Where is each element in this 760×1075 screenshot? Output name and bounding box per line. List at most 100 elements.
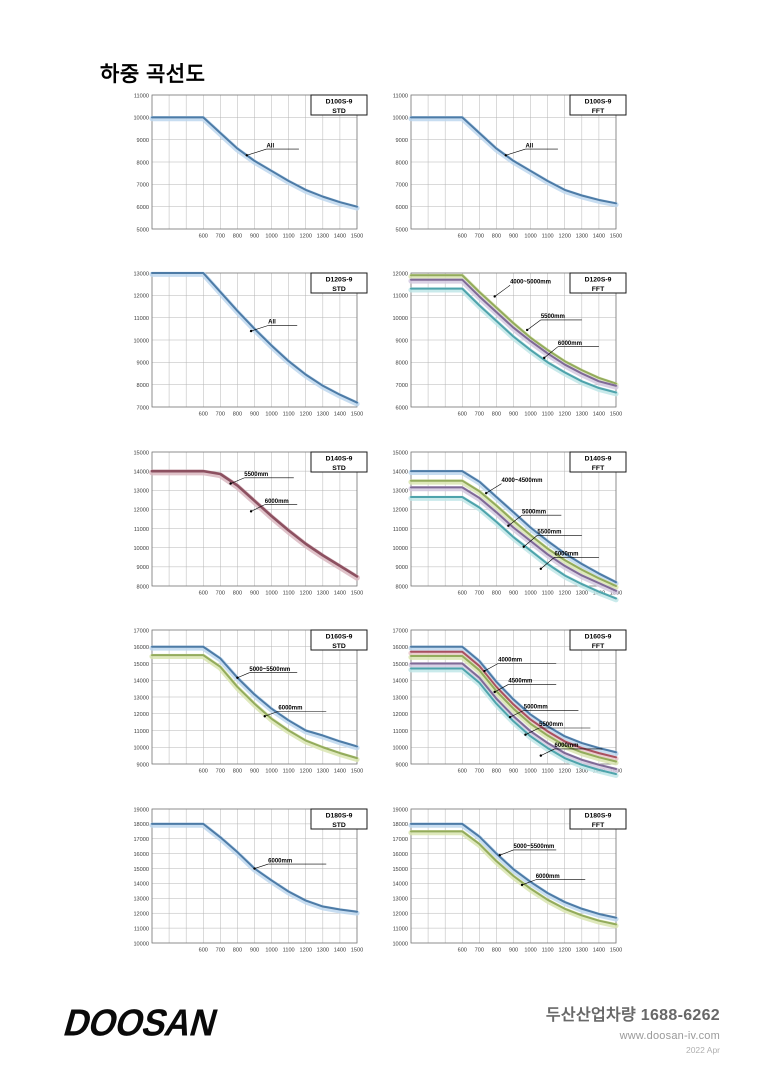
svg-text:16000: 16000 <box>392 852 408 858</box>
svg-text:8000: 8000 <box>137 160 149 166</box>
svg-text:1200: 1200 <box>300 769 312 775</box>
svg-text:1200: 1200 <box>300 234 312 240</box>
svg-text:11000: 11000 <box>393 729 408 735</box>
svg-text:1400: 1400 <box>593 412 605 418</box>
svg-text:900: 900 <box>509 948 518 954</box>
svg-text:8000: 8000 <box>396 361 408 367</box>
svg-text:9000: 9000 <box>137 361 149 367</box>
svg-text:6000mm: 6000mm <box>268 858 292 864</box>
svg-text:9000: 9000 <box>137 762 149 768</box>
svg-text:8000: 8000 <box>137 383 149 389</box>
svg-text:1000: 1000 <box>265 769 277 775</box>
svg-text:7000: 7000 <box>396 183 408 189</box>
svg-text:12000: 12000 <box>392 912 408 918</box>
svg-text:16000: 16000 <box>392 645 408 651</box>
svg-text:8000: 8000 <box>137 584 149 590</box>
svg-text:800: 800 <box>492 234 501 240</box>
svg-text:1100: 1100 <box>542 769 554 775</box>
svg-text:1300: 1300 <box>317 591 329 597</box>
svg-text:10000: 10000 <box>133 546 149 552</box>
svg-text:800: 800 <box>233 769 242 775</box>
svg-text:12000: 12000 <box>392 508 408 514</box>
svg-text:1200: 1200 <box>300 412 312 418</box>
svg-text:9000: 9000 <box>396 762 408 768</box>
svg-text:1000: 1000 <box>265 948 277 954</box>
svg-text:7000: 7000 <box>396 383 408 389</box>
svg-text:900: 900 <box>250 412 259 418</box>
svg-text:1300: 1300 <box>576 234 588 240</box>
svg-text:12000: 12000 <box>133 508 149 514</box>
svg-text:9000: 9000 <box>137 565 149 571</box>
svg-text:8000: 8000 <box>396 584 408 590</box>
svg-text:1000: 1000 <box>524 769 536 775</box>
svg-text:13000: 13000 <box>392 695 408 701</box>
svg-text:1500: 1500 <box>351 769 363 775</box>
svg-text:1000: 1000 <box>265 412 277 418</box>
svg-text:5500mm: 5500mm <box>537 529 561 535</box>
svg-text:11000: 11000 <box>134 93 149 99</box>
svg-text:1000: 1000 <box>524 948 536 954</box>
svg-text:13000: 13000 <box>133 695 149 701</box>
svg-text:700: 700 <box>216 591 225 597</box>
svg-text:14000: 14000 <box>133 679 149 685</box>
svg-text:18000: 18000 <box>392 822 408 828</box>
svg-text:5500mm: 5500mm <box>541 314 565 320</box>
svg-text:13000: 13000 <box>133 489 149 495</box>
svg-text:1100: 1100 <box>283 769 295 775</box>
svg-text:14000: 14000 <box>392 882 408 888</box>
svg-text:All: All <box>266 143 274 149</box>
svg-text:1400: 1400 <box>334 591 346 597</box>
svg-text:6000mm: 6000mm <box>555 551 579 557</box>
svg-text:FFT: FFT <box>592 643 605 650</box>
svg-text:D100S-9: D100S-9 <box>326 99 353 106</box>
svg-text:1500: 1500 <box>351 412 363 418</box>
svg-text:1000: 1000 <box>524 591 536 597</box>
svg-text:800: 800 <box>233 412 242 418</box>
svg-text:11000: 11000 <box>134 926 149 932</box>
svg-text:FFT: FFT <box>592 108 605 115</box>
svg-text:5500mm: 5500mm <box>244 472 268 478</box>
svg-text:800: 800 <box>492 769 501 775</box>
svg-text:10000: 10000 <box>392 746 408 752</box>
svg-text:14000: 14000 <box>392 469 408 475</box>
svg-text:1200: 1200 <box>559 234 571 240</box>
svg-text:11000: 11000 <box>393 93 408 99</box>
svg-text:800: 800 <box>233 234 242 240</box>
svg-text:14000: 14000 <box>133 882 149 888</box>
svg-text:700: 700 <box>475 412 484 418</box>
svg-text:1300: 1300 <box>576 591 588 597</box>
svg-text:1400: 1400 <box>593 948 605 954</box>
svg-text:7000: 7000 <box>137 183 149 189</box>
svg-text:1300: 1300 <box>576 412 588 418</box>
svg-text:14000: 14000 <box>392 679 408 685</box>
svg-text:1500: 1500 <box>610 948 622 954</box>
svg-text:5000: 5000 <box>137 227 149 233</box>
svg-text:600: 600 <box>199 412 208 418</box>
svg-text:10000: 10000 <box>392 546 408 552</box>
svg-text:900: 900 <box>509 234 518 240</box>
svg-text:STD: STD <box>332 286 346 293</box>
svg-text:600: 600 <box>458 412 467 418</box>
svg-text:15000: 15000 <box>133 662 149 668</box>
svg-text:13000: 13000 <box>392 897 408 903</box>
svg-text:6000: 6000 <box>137 205 149 211</box>
svg-text:6000mm: 6000mm <box>536 874 560 880</box>
svg-text:13000: 13000 <box>392 489 408 495</box>
svg-text:5500mm: 5500mm <box>539 722 563 728</box>
svg-text:600: 600 <box>199 948 208 954</box>
svg-text:900: 900 <box>250 769 259 775</box>
svg-text:10000: 10000 <box>133 746 149 752</box>
svg-text:FFT: FFT <box>592 286 605 293</box>
svg-text:1200: 1200 <box>559 412 571 418</box>
svg-text:1300: 1300 <box>576 948 588 954</box>
svg-text:D140S-9: D140S-9 <box>585 456 612 463</box>
svg-text:1500: 1500 <box>351 234 363 240</box>
svg-text:10000: 10000 <box>392 316 408 322</box>
svg-text:600: 600 <box>199 234 208 240</box>
svg-text:STD: STD <box>332 465 346 472</box>
svg-text:4000mm: 4000mm <box>498 658 522 664</box>
svg-text:14000: 14000 <box>133 469 149 475</box>
svg-text:1000: 1000 <box>265 234 277 240</box>
svg-text:1100: 1100 <box>283 412 295 418</box>
svg-text:11000: 11000 <box>134 729 149 735</box>
